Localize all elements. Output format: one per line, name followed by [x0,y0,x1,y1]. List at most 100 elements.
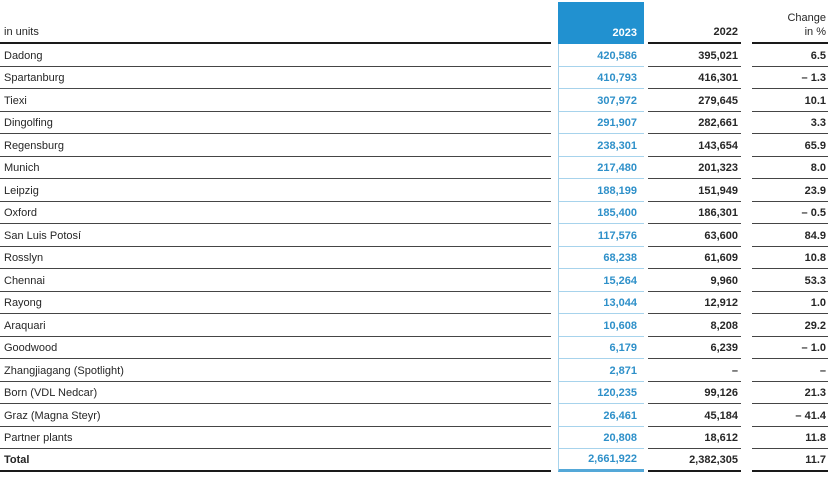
column-gap [741,449,752,472]
row-label: Oxford [0,202,551,224]
value-change: 8.0 [752,157,828,179]
column-gap [741,292,752,315]
table-row: Leipzig 188,199 151,949 23.9 [0,179,830,202]
row-label: Leipzig [0,179,551,202]
value-2023: 68,238 [558,246,644,269]
row-label: Born (VDL Nedcar) [0,382,551,404]
row-label: Rayong [0,292,551,314]
row-label: Dadong [0,44,551,67]
table-row: Chennai 15,264 9,960 53.3 [0,269,830,292]
column-gap [741,112,752,135]
column-gap [551,314,558,337]
value-2023: 120,235 [558,381,644,404]
column-gap [551,89,558,112]
value-2023: 20,808 [558,426,644,449]
row-label: Dingolfing [0,112,551,134]
value-change: 23.9 [752,179,828,202]
table-body: Dadong 420,586 395,021 6.5 Spartanburg 410,79… [0,44,830,472]
column-gap [741,404,752,427]
value-2023: 10,608 [558,314,644,337]
value-change: 11.8 [752,427,828,449]
value-2023: 26,461 [558,404,644,427]
column-gap [741,224,752,247]
value-2023: 188,199 [558,179,644,202]
column-gap [741,247,752,270]
table-row: Goodwood 6,179 6,239 – 1.0 [0,336,830,360]
table-header-row: in units 2023 2022 Change in % [0,0,830,44]
table-row: Dadong 420,586 395,021 6.5 [0,44,830,67]
value-2022: 18,612 [648,427,741,449]
column-gap [551,359,558,382]
row-label: Regensburg [0,134,551,157]
row-label: Rosslyn [0,247,551,269]
column-gap [551,269,558,292]
table-row: Munich 217,480 201,323 8.0 [0,156,830,180]
value-change: 3.3 [752,112,828,134]
table-row: Born (VDL Nedcar) 120,235 99,126 21.3 [0,381,830,405]
column-gap [551,382,558,405]
column-header-2022: 2022 [648,0,741,44]
value-2023: 410,793 [558,66,644,89]
value-2023: 2,661,922 [558,449,644,472]
value-change: 1.0 [752,292,828,314]
column-gap [551,0,558,44]
table-row: Zhangjiagang (Spotlight) 2,871– – [0,359,830,382]
value-2022: 416,301 [648,67,741,89]
column-header-change-line1: Change [787,12,826,24]
value-change: – 0.5 [752,202,828,224]
value-2022: 6,239 [648,337,741,359]
value-2022: 8,208 [648,314,741,337]
table-row: San Luis Potosí 117,576 63,600 84.9 [0,224,830,247]
value-change: 10.1 [752,89,828,112]
column-gap [741,44,752,67]
table-row: Partner plants 20,808 18,612 11.8 [0,426,830,450]
row-label: Araquari [0,314,551,337]
value-2023: 6,179 [558,336,644,359]
value-2023: 15,264 [558,269,644,292]
table-row: Rayong 13,044 12,912 1.0 [0,291,830,315]
column-gap [551,404,558,427]
table-row: Rosslyn 68,238 61,609 10.8 [0,246,830,270]
row-label: Zhangjiagang (Spotlight) [0,359,551,382]
value-2022: 45,184 [648,404,741,427]
value-2022: 61,609 [648,247,741,269]
column-gap [551,427,558,450]
value-change: 6.5 [752,44,828,67]
value-2022: 9,960 [648,269,741,292]
value-2023: 307,972 [558,89,644,112]
column-gap [551,224,558,247]
value-2023: 420,586 [558,44,644,67]
column-gap [551,112,558,135]
column-gap [551,202,558,225]
value-2022: 186,301 [648,202,741,224]
column-gap [551,337,558,360]
column-gap [741,157,752,180]
value-change: – [752,359,828,382]
column-gap [551,134,558,157]
value-2023: 238,301 [558,134,644,157]
value-change: 84.9 [752,224,828,247]
value-change: 11.7 [752,449,828,472]
column-header-change-line2: in % [804,26,826,38]
row-label: Goodwood [0,337,551,359]
row-label: San Luis Potosí [0,224,551,247]
value-2022: 99,126 [648,382,741,404]
row-label: Chennai [0,269,551,292]
column-header-2023: 2023 [558,2,644,44]
column-gap [741,67,752,90]
row-label: Graz (Magna Steyr) [0,404,551,427]
table-row: Graz (Magna Steyr) 26,461 45,184 – 41.4 [0,404,830,427]
units-label: in units [0,0,551,44]
row-label: Munich [0,157,551,179]
value-change: – 41.4 [752,404,828,427]
value-change: – 1.0 [752,337,828,359]
value-2023: 217,480 [558,156,644,179]
value-change: 65.9 [752,134,828,157]
row-label: Tiexi [0,89,551,112]
column-gap [551,247,558,270]
column-gap [741,269,752,292]
value-2022: 2,382,305 [648,449,741,472]
value-2022: 12,912 [648,292,741,314]
column-gap [741,427,752,450]
